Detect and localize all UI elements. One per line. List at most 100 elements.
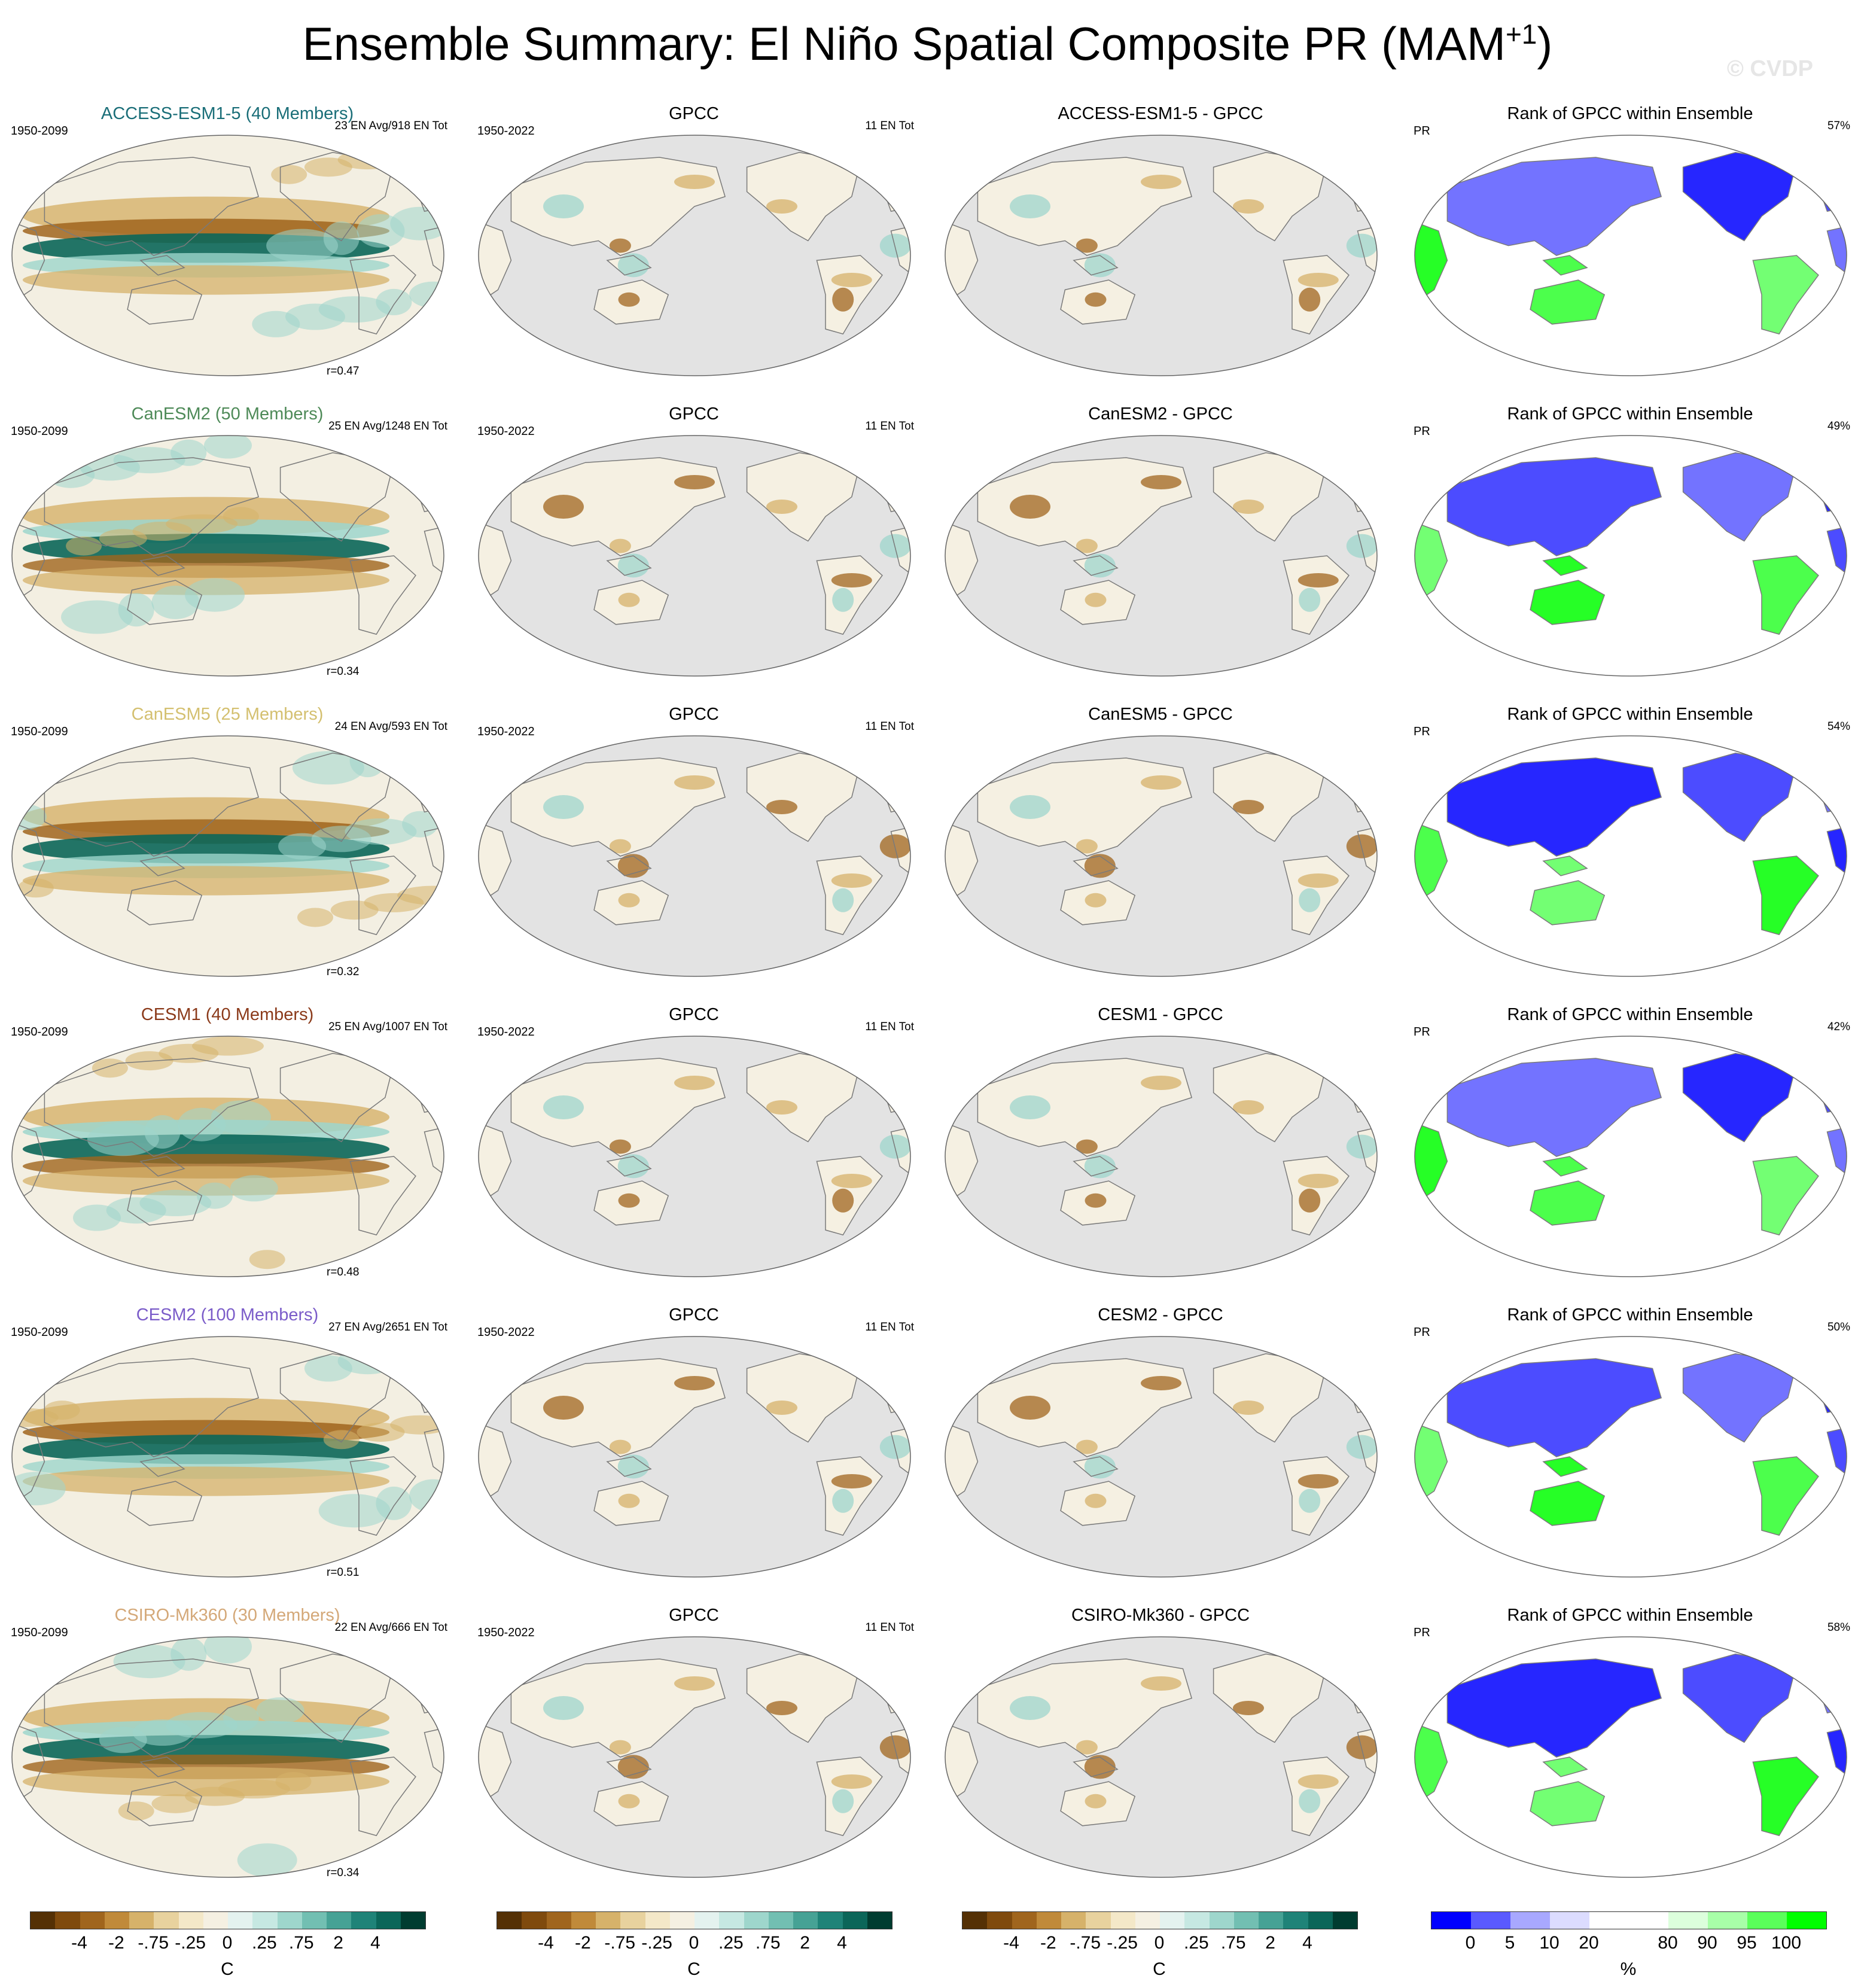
colorbar-swatch bbox=[987, 1912, 1012, 1929]
map-rank bbox=[1414, 435, 1847, 677]
rank-region-australia bbox=[1530, 580, 1605, 625]
coastline-maritime bbox=[606, 1156, 652, 1177]
land-namerica bbox=[1213, 1353, 1327, 1442]
rank-region-samerica bbox=[1753, 1156, 1819, 1235]
rank-region-asia bbox=[1447, 1058, 1662, 1156]
anomaly-blob bbox=[73, 1204, 121, 1231]
colorbar-swatch bbox=[1589, 1912, 1629, 1929]
panel-yr: PR bbox=[1414, 1025, 1430, 1039]
colorbar-swatch bbox=[1431, 1912, 1471, 1929]
coastline-africa bbox=[479, 1121, 512, 1207]
precip-anomaly bbox=[831, 873, 872, 888]
anomaly-blob bbox=[12, 736, 39, 763]
panel-cnt: 24 EN Avg/593 EN Tot bbox=[334, 720, 447, 733]
map-border bbox=[1414, 1636, 1847, 1878]
precip-anomaly bbox=[1076, 538, 1098, 553]
coastline-maritime bbox=[139, 255, 185, 276]
colorbar-unit: C bbox=[687, 1959, 700, 1979]
panel-yr: 1950-2099 bbox=[11, 1025, 68, 1039]
panel-ptitle: CESM2 (100 Members) bbox=[136, 1305, 319, 1325]
coastline-africa bbox=[479, 1722, 512, 1807]
precip-anomaly bbox=[1299, 1188, 1321, 1213]
coastline-asia bbox=[1446, 757, 1662, 857]
precip-anomaly bbox=[674, 475, 715, 489]
colorbar-label: .75 bbox=[755, 1933, 781, 1953]
panel-rank-row-5: Rank of GPCC within Ensemble PR 50% bbox=[1403, 1304, 1855, 1603]
precip-anomaly bbox=[1233, 1100, 1264, 1115]
anomaly-band bbox=[22, 866, 390, 896]
coastline-maritime bbox=[139, 856, 185, 876]
colorbar-swatch bbox=[1012, 1912, 1037, 1929]
coastline-australia bbox=[1060, 1180, 1136, 1226]
coastline-samerica bbox=[816, 856, 883, 936]
map-border bbox=[478, 1336, 911, 1578]
colorbar-swatch bbox=[620, 1912, 645, 1929]
map-border bbox=[945, 135, 1378, 376]
precip-anomaly bbox=[1299, 1789, 1321, 1813]
panel-ptitle: CSIRO-Mk360 (30 Members) bbox=[114, 1606, 340, 1625]
precip-anomaly bbox=[1346, 1735, 1377, 1759]
coastline-samerica bbox=[816, 255, 883, 335]
map-border bbox=[11, 1636, 444, 1878]
colorbar-label: 0 bbox=[222, 1933, 233, 1953]
coastline-asia bbox=[977, 757, 1193, 857]
colorbar-label: 95 bbox=[1737, 1933, 1757, 1953]
cvdp-watermark: © CVDP bbox=[1726, 56, 1813, 81]
coastline-samerica bbox=[349, 1756, 416, 1837]
precip-anomaly bbox=[879, 1735, 910, 1759]
panel-ptitle: CESM2 - GPCC bbox=[1098, 1305, 1223, 1325]
precip-anomaly bbox=[617, 253, 649, 278]
colorbar-label: 0 bbox=[689, 1933, 699, 1953]
anomaly-blob bbox=[151, 585, 200, 619]
coastline-asia bbox=[977, 1358, 1193, 1457]
coastline-africa bbox=[12, 821, 45, 906]
anomaly-blob bbox=[383, 736, 431, 770]
rank-region-samerica bbox=[1753, 556, 1819, 635]
panel-ptitle: Rank of GPCC within Ensemble bbox=[1507, 104, 1753, 123]
coastline-africa bbox=[12, 1421, 45, 1507]
coastline-africa bbox=[12, 220, 45, 306]
anomaly-blob bbox=[106, 1197, 166, 1224]
precip-anomaly bbox=[609, 1439, 631, 1454]
panel-rv: r=0.34 bbox=[327, 665, 360, 678]
coastline-asia bbox=[44, 457, 260, 556]
map-diff bbox=[945, 1636, 1378, 1878]
precip-anomaly bbox=[617, 1154, 649, 1179]
rank-region-namerica bbox=[1683, 753, 1797, 842]
precip-anomaly bbox=[832, 287, 854, 312]
panel-diff-row-1: ACCESS-ESM1-5 - GPCC bbox=[933, 103, 1388, 402]
coastline-africa bbox=[945, 1421, 979, 1507]
rank-region-australia bbox=[1530, 1782, 1605, 1826]
map-border bbox=[478, 735, 911, 977]
panel-rv: r=0.47 bbox=[327, 365, 360, 377]
precip-anomaly bbox=[609, 839, 631, 854]
panel-model-row-6: CSIRO-Mk360 (30 Members) 1950-2099 22 EN A… bbox=[0, 1605, 455, 1904]
precip-anomaly bbox=[618, 592, 640, 607]
anomaly-blob bbox=[92, 1058, 128, 1078]
map-model bbox=[11, 435, 444, 677]
anomaly-blob bbox=[271, 165, 307, 184]
colorbar-label: -4 bbox=[1003, 1933, 1019, 1953]
colorbar-swatch bbox=[1110, 1912, 1135, 1929]
precip-anomaly bbox=[1297, 873, 1339, 888]
colorbar-swatch bbox=[301, 1912, 327, 1929]
colorbar-label: 80 bbox=[1658, 1933, 1678, 1953]
coastline-africa bbox=[12, 1121, 45, 1207]
panel-ptitle: GPCC bbox=[669, 104, 719, 123]
colorbar-label: 2 bbox=[333, 1933, 343, 1953]
coastline-maritime bbox=[606, 1756, 652, 1777]
figure-title: Ensemble Summary: El Niño Spatial Compos… bbox=[302, 17, 1553, 70]
panel-obs-row-4: GPCC 1950-2022 11 EN Tot bbox=[467, 1004, 921, 1303]
panel-obs-row-5: GPCC 1950-2022 11 EN Tot bbox=[467, 1304, 921, 1603]
panel-cnt: 54% bbox=[1827, 720, 1850, 733]
rank-region-wafrica bbox=[1827, 826, 1847, 876]
panel-ptitle: Rank of GPCC within Ensemble bbox=[1507, 1606, 1753, 1625]
coastline-asia bbox=[1446, 457, 1662, 556]
anomaly-blob bbox=[204, 1637, 252, 1664]
map-rank bbox=[1414, 1036, 1847, 1277]
coastline-australia bbox=[1530, 279, 1606, 325]
coastline-australia bbox=[1530, 1180, 1606, 1226]
colorbar-swatches bbox=[962, 1911, 1358, 1929]
precip-anomaly bbox=[1085, 1493, 1107, 1508]
map-border bbox=[945, 1036, 1378, 1277]
